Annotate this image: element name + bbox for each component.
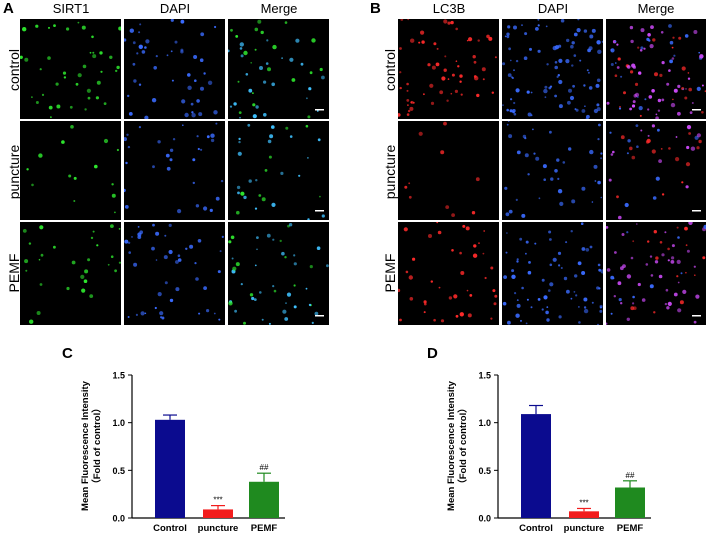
micrograph-b-pemf-lc3b	[398, 222, 499, 325]
y-tick-label: 1.0	[112, 418, 125, 428]
micrograph-a-pemf-dapi	[124, 222, 225, 325]
micrograph-b-puncture-merge	[606, 121, 706, 220]
scale-bar	[692, 315, 701, 317]
micrograph-a-puncture-sirt1	[20, 121, 121, 220]
y-tick-label: 0.5	[478, 466, 491, 476]
bar-control	[521, 414, 551, 518]
micrograph-b-pemf-merge	[606, 222, 706, 325]
scale-bar	[315, 315, 324, 317]
panel-b-row-puncture: puncture	[382, 144, 398, 200]
y-tick-label: 1.5	[112, 371, 125, 381]
micrograph-b-puncture-dapi	[502, 121, 603, 220]
chart-c: 0.0 0.5 1.0 1.5 Mean Fluorescence Intensity （…	[80, 371, 285, 534]
micrograph-b-puncture-lc3b	[398, 121, 499, 220]
panel-a-col-sirt1: SIRT1	[52, 1, 90, 16]
y-tick-label: 1.0	[478, 418, 491, 428]
bar-pemf	[615, 487, 645, 518]
x-category-label: puncture	[564, 523, 605, 534]
micrograph-a-control-merge	[228, 19, 329, 119]
y-tick-label: 0.0	[478, 514, 491, 524]
bar-control	[155, 419, 185, 518]
y-tick-label: 0.5	[112, 466, 125, 476]
panel-label-a: A	[3, 0, 14, 17]
panel-label-b: B	[370, 0, 381, 17]
panel-a-col-dapi: DAPI	[159, 1, 191, 16]
panel-label-c: C	[62, 345, 73, 362]
panel-label-d: D	[427, 345, 438, 362]
panel-a-col-merge: Merge	[260, 1, 298, 16]
x-category-label: puncture	[198, 523, 239, 534]
micrograph-a-control-sirt1	[20, 19, 121, 119]
significance-mark: ***	[213, 496, 222, 505]
panel-b-row-pemf: PEMF	[382, 253, 398, 293]
panel-b-col-dapi: DAPI	[537, 1, 569, 16]
bar-puncture	[203, 509, 233, 518]
x-category-label: PEMF	[617, 523, 644, 534]
y-axis-label: Mean Fluorescence Intensity	[446, 380, 457, 511]
x-category-label: Control	[519, 523, 553, 534]
micrograph-b-control-dapi	[502, 19, 603, 119]
y-axis-label-sub: （Fold of control）	[91, 403, 103, 489]
micrograph-b-control-merge	[606, 19, 706, 119]
x-category-label: PEMF	[251, 523, 278, 534]
y-axis-label-sub: （Fold of control）	[457, 403, 469, 489]
bar-pemf	[249, 481, 279, 518]
y-tick-label: 1.5	[478, 371, 491, 381]
scale-bar	[692, 210, 701, 212]
scale-bar	[315, 210, 324, 212]
significance-mark: ##	[626, 471, 635, 480]
significance-mark: ***	[579, 498, 588, 507]
panel-b-col-lc3b: LC3B	[432, 1, 466, 16]
micrograph-b-pemf-dapi	[502, 222, 603, 325]
x-category-label: Control	[153, 523, 187, 534]
y-axis-label: Mean Fluorescence Intensity	[80, 380, 91, 511]
panel-b-col-merge: Merge	[637, 1, 675, 16]
panel-b-row-control: control	[382, 48, 398, 92]
micrograph-a-pemf-sirt1	[20, 222, 121, 325]
micrograph-b-control-lc3b	[398, 19, 499, 119]
scale-bar	[692, 109, 701, 111]
micrograph-a-control-dapi	[124, 19, 225, 119]
micrograph-a-pemf-merge	[228, 222, 329, 325]
significance-mark: ##	[260, 463, 269, 472]
scale-bar	[315, 109, 324, 111]
micrograph-a-puncture-merge	[228, 121, 329, 220]
bar-puncture	[569, 511, 599, 518]
chart-d: 0.0 0.5 1.0 1.5 Mean Fluorescence Intensity （…	[446, 371, 651, 534]
y-tick-label: 0.0	[112, 514, 125, 524]
micrograph-a-puncture-dapi	[124, 121, 225, 220]
